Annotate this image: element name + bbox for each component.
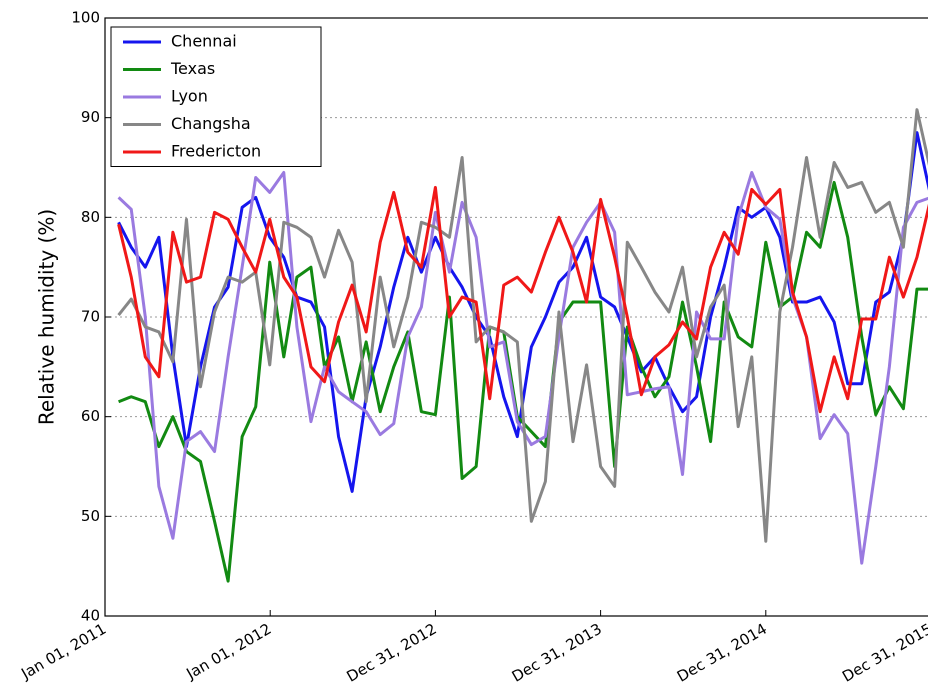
line	[117, 185, 928, 414]
legend-label: Changsha	[171, 114, 251, 133]
x-tick-label: Dec 31, 2015	[839, 620, 928, 686]
y-tick-label: 100	[71, 9, 100, 27]
line	[117, 131, 928, 493]
y-tick-label: 90	[81, 108, 100, 126]
y-tick-label: 80	[81, 208, 100, 226]
y-tick-label: 40	[81, 607, 100, 625]
y-axis-label: Relative humidity (%)	[35, 209, 59, 425]
x-tick-label: Dec 31, 2012	[344, 620, 440, 686]
x-tick-label: Dec 31, 2014	[674, 620, 770, 686]
legend-label: Chennai	[171, 32, 237, 51]
legend-label: Fredericton	[171, 142, 261, 161]
x-tick-label: Jan 01, 2012	[183, 620, 275, 683]
line	[117, 108, 928, 543]
legend-label: Lyon	[171, 87, 208, 106]
x-tick-label: Dec 31, 2013	[509, 620, 605, 686]
legend-label: Texas	[170, 59, 215, 78]
plot-frame	[104, 17, 928, 617]
y-tick-label: 70	[81, 308, 100, 326]
x-tick-label: Jan 01, 2011	[17, 620, 109, 683]
y-tick-label: 60	[81, 407, 100, 425]
y-tick-label: 50	[81, 507, 100, 525]
